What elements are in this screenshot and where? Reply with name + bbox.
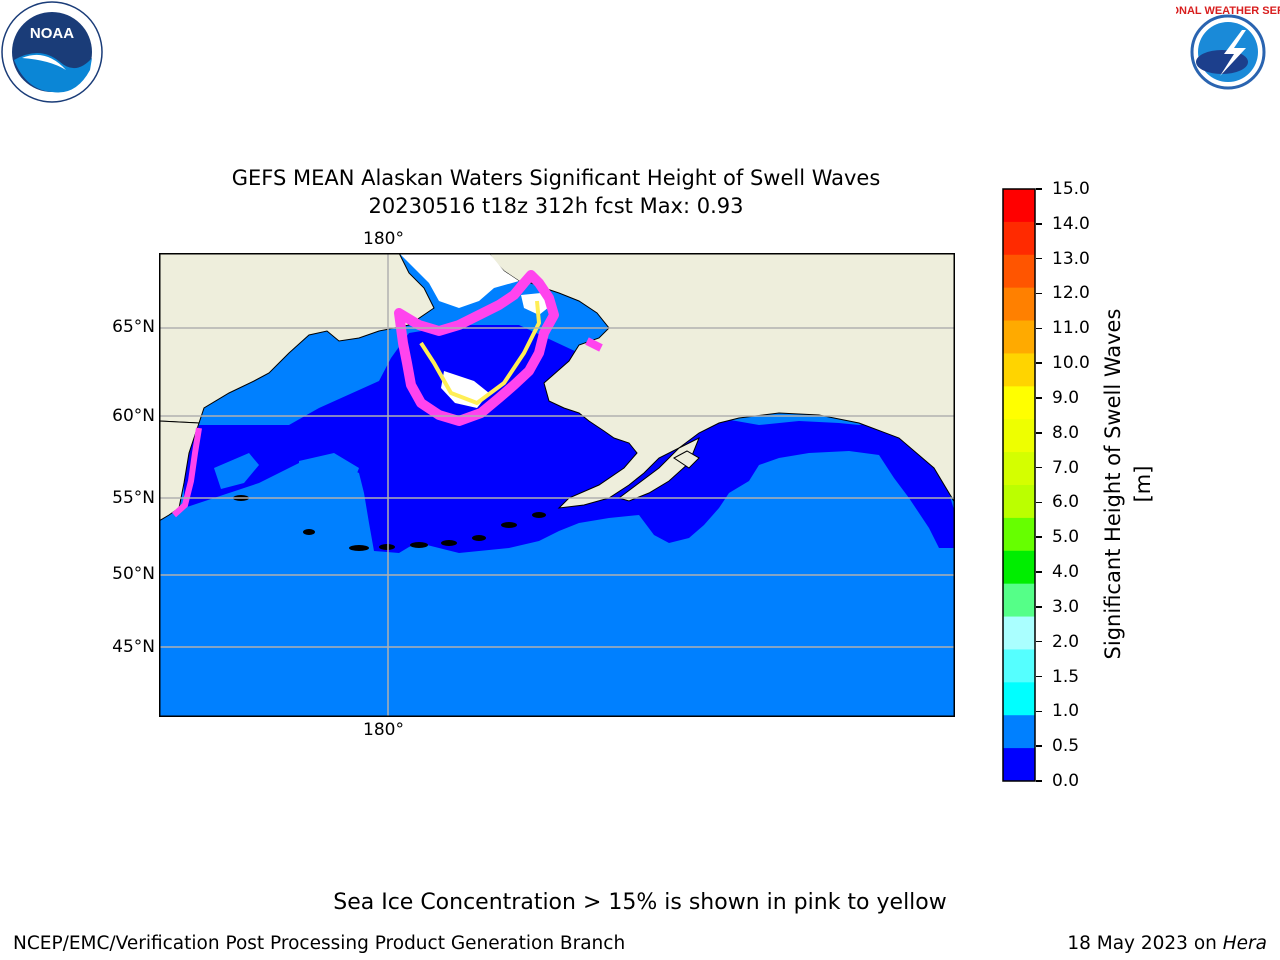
colorbar-tick: [1036, 466, 1042, 469]
colorbar-swatch: [1003, 386, 1035, 420]
footer-date: 18 May 2023 on Hera: [1067, 933, 1267, 954]
sea-ice-note: Sea Ice Concentration > 15% is shown in …: [333, 890, 947, 915]
lat-label-45: 45°N: [112, 637, 155, 657]
colorbar-tick: [1036, 257, 1042, 260]
colorbar-tick-label: 10.0: [1052, 353, 1090, 374]
colorbar-swatch: [1003, 485, 1035, 519]
colorbar-tick: [1036, 780, 1042, 782]
noaa-logo: NOAA: [1, 1, 103, 103]
colorbar-tick-label: 3.0: [1052, 596, 1080, 617]
colorbar-label: Significant Height of Swell Waves [m]: [1101, 308, 1155, 660]
colorbar-tick-label: 6.0: [1052, 492, 1080, 513]
colorbar-swatch: [1003, 189, 1035, 223]
colorbar-swatch: [1003, 419, 1035, 453]
colorbar-tick: [1036, 745, 1042, 747]
colorbar-tick-label: 13.0: [1052, 248, 1090, 269]
colorbar-tick: [1036, 292, 1042, 295]
colorbar-tick: [1036, 501, 1042, 504]
colorbar-swatch: [1003, 452, 1035, 486]
sea-ice-belt: [394, 270, 559, 426]
colorbar-tick-label: 7.0: [1052, 457, 1080, 478]
colorbar-swatch: [1003, 583, 1035, 618]
colorbar-tick-label: 9.0: [1052, 387, 1080, 408]
colorbar-tick: [1036, 606, 1042, 608]
colorbar-tick-label: 0.5: [1052, 736, 1080, 757]
colorbar-tick-label: 14.0: [1052, 213, 1090, 234]
colorbar-tick: [1036, 327, 1042, 330]
colorbar-tick: [1036, 188, 1042, 190]
lon-label-top: 180°: [363, 229, 404, 249]
colorbar-tick-label: 8.0: [1052, 422, 1080, 443]
lon-label-bottom: 180°: [363, 720, 404, 740]
colorbar-swatch: [1003, 616, 1035, 650]
colorbar-tick: [1036, 362, 1042, 364]
colorbar-tick-label: 1.0: [1052, 701, 1080, 722]
land-alaska: [488, 253, 955, 509]
colorbar-swatch: [1003, 682, 1035, 716]
colorbar-swatch: [1003, 254, 1035, 289]
colorbar-swatch: [1003, 550, 1035, 585]
nws-logo: NATIONAL WEATHER SERVICE: [1176, 4, 1280, 96]
colorbar-tick-label: 4.0: [1052, 562, 1080, 583]
colorbar-tick-label: 12.0: [1052, 283, 1090, 304]
svg-text:NATIONAL WEATHER SERVICE: NATIONAL WEATHER SERVICE: [1176, 5, 1280, 17]
noaa-logo-text: NOAA: [30, 25, 74, 42]
colorbar-tick-label: 11.0: [1052, 318, 1090, 339]
colorbar-tick-label: 0.0: [1052, 771, 1080, 791]
colorbar-tick: [1036, 397, 1042, 399]
lat-label-60: 60°N: [112, 406, 155, 426]
footer-branch: NCEP/EMC/Verification Post Processing Pr…: [13, 933, 626, 954]
lat-label-55: 55°N: [112, 488, 155, 508]
map-graticule: [159, 253, 955, 717]
colorbar-tick: [1036, 640, 1042, 643]
colorbar: [1002, 188, 1036, 782]
lat-label-50: 50°N: [112, 564, 155, 584]
chart-subtitle: 20230516 t18z 312h fcst Max: 0.93: [368, 194, 744, 218]
footer-machine: Hera: [1222, 933, 1267, 954]
map-panel: [159, 253, 955, 717]
lat-label-65: 65°N: [112, 317, 155, 337]
colorbar-swatch: [1003, 320, 1035, 354]
colorbar-tick: [1036, 675, 1042, 678]
colorbar-swatch: [1003, 287, 1035, 322]
colorbar-tick: [1036, 432, 1042, 434]
colorbar-tick-label: 5.0: [1052, 527, 1080, 548]
colorbar-tick-label: 15.0: [1052, 179, 1090, 199]
colorbar-tick: [1036, 710, 1042, 713]
land-siberia: [159, 253, 435, 424]
colorbar-swatch: [1003, 517, 1035, 552]
colorbar-tick-label: 2.0: [1052, 631, 1080, 652]
colorbar-tick-label: 1.5: [1052, 666, 1080, 687]
colorbar-swatch: [1003, 715, 1035, 749]
colorbar-swatch: [1003, 221, 1035, 256]
ocean-low-swell: [184, 325, 955, 553]
colorbar-tick: [1036, 571, 1042, 573]
colorbar-swatch: [1003, 748, 1035, 782]
footer-date-text: 18 May 2023 on: [1067, 933, 1223, 954]
chart-title: GEFS MEAN Alaskan Waters Significant Hei…: [231, 166, 881, 190]
colorbar-tick: [1036, 223, 1042, 225]
colorbar-tick: [1036, 536, 1042, 538]
colorbar-swatch: [1003, 649, 1035, 683]
colorbar-swatch: [1003, 353, 1035, 387]
